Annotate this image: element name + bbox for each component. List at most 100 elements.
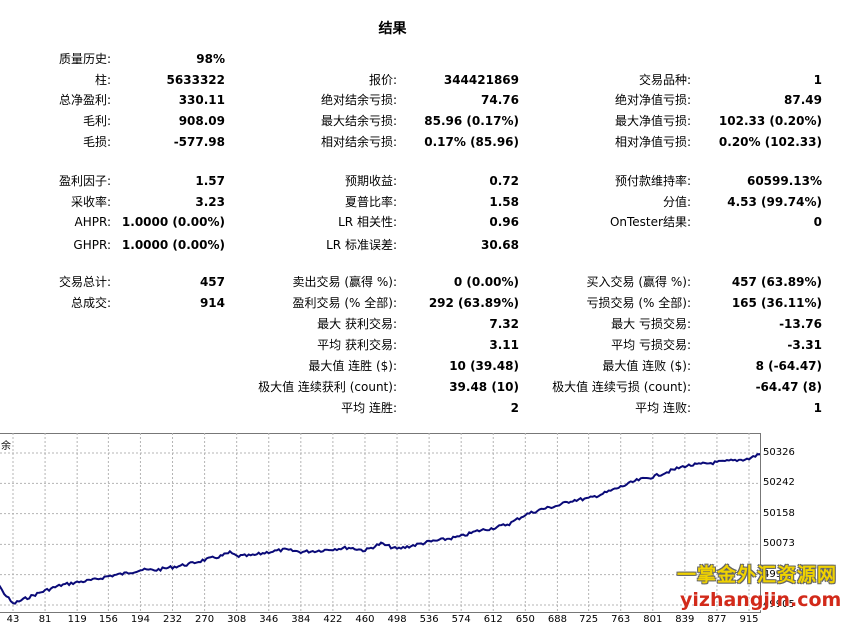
stat-label: 分值: <box>662 195 691 209</box>
stat-value: 4.53 (99.74%) <box>727 195 822 209</box>
stat-value: 165 (36.11%) <box>731 296 822 310</box>
stat-value: 3.23 <box>195 195 225 209</box>
balance-chart <box>0 433 761 613</box>
stat-value: 60599.13% <box>746 174 822 188</box>
report-title: 结果 <box>378 21 407 37</box>
stat-value: 0 (0.00%) <box>453 275 519 289</box>
stat-value: 5633322 <box>166 73 225 87</box>
y-tick-label: 50158 <box>763 507 795 519</box>
stat-label: 预期收益: <box>344 174 397 188</box>
stat-value: 0.17% (85.96) <box>424 135 519 149</box>
y-tick-label: 49905 <box>763 599 795 610</box>
stat-label: GHPR: <box>73 238 111 252</box>
stat-label: 总净盈利: <box>58 93 111 107</box>
stat-value: 2 <box>510 401 519 415</box>
stat-value: 85.96 (0.17%) <box>424 114 519 128</box>
stat-label: 总成交: <box>70 296 111 310</box>
chart-legend: 余 <box>1 441 11 452</box>
stat-label: 相对净值亏损: <box>614 135 691 149</box>
y-tick-label: 50073 <box>763 538 795 550</box>
watermark-url: yizhangjin.com <box>680 589 842 611</box>
stat-label: 夏普比率: <box>344 195 397 209</box>
x-tick-label: 650 <box>515 614 535 625</box>
stat-value: 0 <box>813 215 822 229</box>
x-tick-label: 346 <box>259 614 279 625</box>
stat-label: 买入交易 (赢得 %): <box>586 275 691 289</box>
stat-value: 39.48 (10) <box>449 380 519 394</box>
stat-label: 交易总计: <box>58 275 111 289</box>
x-tick-label: 801 <box>643 614 663 625</box>
stat-value: 457 <box>199 275 225 289</box>
stat-label: 最大 亏损交易: <box>611 317 691 331</box>
stat-value: -577.98 <box>173 135 225 149</box>
stat-value: 1.0000 (0.00%) <box>121 238 225 252</box>
stat-value: -13.76 <box>779 317 822 331</box>
stat-label: OnTester结果: <box>609 215 691 229</box>
x-tick-label: 81 <box>38 614 52 625</box>
y-tick-label: 50326 <box>763 447 795 458</box>
stat-label: 亏损交易 (% 全部): <box>586 296 691 310</box>
stat-value: 102.33 (0.20%) <box>718 114 822 128</box>
stat-value: 330.11 <box>178 93 225 107</box>
x-tick-label: 194 <box>130 614 150 625</box>
stat-label: 毛利: <box>82 114 111 128</box>
x-tick-label: 308 <box>227 614 247 625</box>
stat-value: 7.32 <box>489 317 519 331</box>
stat-label: LR 标准误差: <box>326 238 397 252</box>
stat-value: 0.72 <box>489 174 519 188</box>
stat-label: 平均 获利交易: <box>317 338 397 352</box>
stat-value: 98% <box>196 52 225 66</box>
stat-label: 采收率: <box>70 195 111 209</box>
x-tick-label: 498 <box>387 614 407 625</box>
stat-label: AHPR: <box>74 215 111 229</box>
x-tick-label: 839 <box>675 614 695 625</box>
stat-label: 绝对净值亏损: <box>614 93 691 107</box>
stat-label: 极大值 连续获利 (count): <box>258 380 397 394</box>
stat-value: 1 <box>813 401 822 415</box>
stat-value: 74.76 <box>481 93 519 107</box>
stat-label: 最大值 连败 ($): <box>602 359 691 373</box>
stat-value: 292 (63.89%) <box>428 296 519 310</box>
x-tick-label: 232 <box>162 614 183 625</box>
stat-label: 最大 获利交易: <box>317 317 397 331</box>
stat-value: 8 (-64.47) <box>755 359 822 373</box>
balance-chart-plot <box>0 433 760 611</box>
stat-value: 1.58 <box>489 195 519 209</box>
stat-value: -3.31 <box>787 338 822 352</box>
stat-label: 最大净值亏损: <box>614 114 691 128</box>
stat-value: 0.96 <box>489 215 519 229</box>
stat-value: 344421869 <box>443 73 519 87</box>
stat-value: 1.0000 (0.00%) <box>121 215 225 229</box>
stat-value: 1 <box>813 73 822 87</box>
stat-label: 绝对结余亏损: <box>320 93 397 107</box>
x-tick-label: 915 <box>739 614 759 625</box>
y-tick-label: 50242 <box>763 477 795 489</box>
y-tick-label: 49989 <box>763 568 795 580</box>
x-tick-label: 612 <box>483 614 503 625</box>
stat-label: LR 相关性: <box>338 215 397 229</box>
stat-label: 最大结余亏损: <box>320 114 397 128</box>
stat-label: 质量历史: <box>58 52 111 66</box>
stat-value: 87.49 <box>784 93 822 107</box>
stat-value: 1.57 <box>195 174 225 188</box>
stat-label: 平均 连胜: <box>341 401 397 415</box>
stat-value: 914 <box>199 296 225 310</box>
stat-label: 平均 亏损交易: <box>611 338 691 352</box>
stat-label: 报价: <box>368 73 397 87</box>
x-tick-label: 536 <box>419 614 439 625</box>
x-tick-label: 460 <box>355 614 375 625</box>
x-tick-label: 877 <box>707 614 727 625</box>
stat-value: 908.09 <box>178 114 225 128</box>
stat-value: 10 (39.48) <box>449 359 519 373</box>
stat-value: 457 (63.89%) <box>731 275 822 289</box>
stat-label: 卖出交易 (赢得 %): <box>292 275 397 289</box>
x-tick-label: 156 <box>98 614 118 625</box>
stat-value: 0.20% (102.33) <box>718 135 822 149</box>
stat-label: 交易品种: <box>638 73 691 87</box>
x-tick-label: 43 <box>6 614 20 625</box>
stat-label: 相对结余亏损: <box>320 135 397 149</box>
x-tick-label: 384 <box>291 614 311 625</box>
watermark-logo-text: 一掌金外汇资源网 <box>677 564 838 586</box>
stat-label: 极大值 连续亏损 (count): <box>552 380 691 394</box>
stat-label: 平均 连败: <box>635 401 691 415</box>
